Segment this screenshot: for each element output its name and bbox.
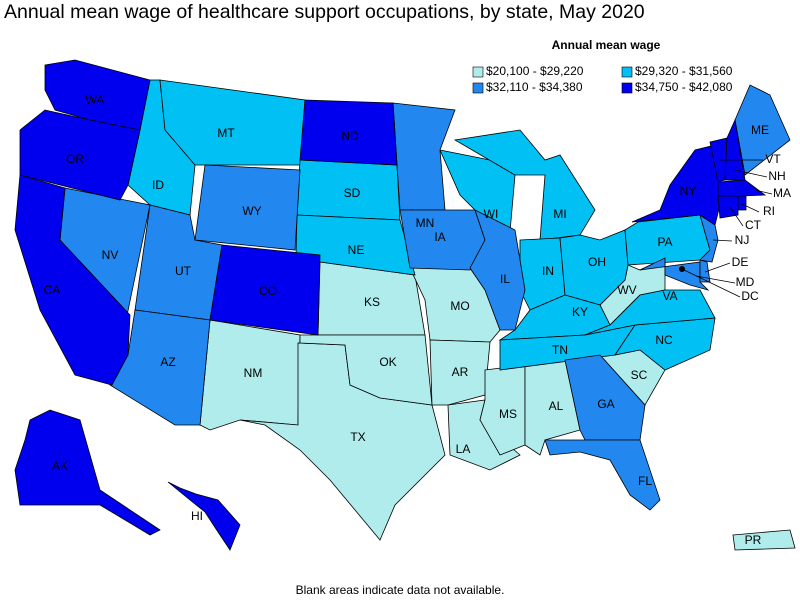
legend-swatch (621, 82, 633, 94)
state (14, 409, 161, 536)
state (299, 99, 398, 166)
state (732, 529, 796, 551)
state (299, 334, 433, 406)
leader-line (695, 275, 736, 284)
state-labels: NM TX KS OK MO AR LA MS AL SC WV PR ID MT SD NE WI MI IN OH… (44, 93, 791, 547)
state-label: FL (638, 474, 652, 488)
legend-label: $34,750 - $42,080 (635, 80, 733, 94)
state-label: CA (44, 283, 61, 297)
state-label: AZ (160, 355, 175, 369)
legend-label: $29,320 - $31,560 (635, 64, 733, 78)
state-label: NM (244, 366, 263, 380)
footnote: Blank areas indicate data not available. (296, 583, 505, 597)
state-label: NJ (735, 233, 750, 247)
state-label: MS (499, 407, 517, 421)
state-label: ND (341, 129, 359, 143)
state (737, 195, 747, 211)
state-label: MA (773, 186, 791, 200)
state (469, 209, 526, 331)
state-label: OH (588, 255, 606, 269)
state (167, 481, 241, 551)
state-label: WI (484, 207, 499, 221)
state (717, 179, 767, 197)
legend-label: $20,100 - $29,220 (486, 64, 584, 78)
state (14, 174, 131, 386)
state-label: AK (52, 459, 68, 473)
state-label: NY (680, 184, 697, 198)
state-label: NH (768, 169, 785, 183)
state-label: WA (86, 93, 105, 107)
legend-swatch (472, 66, 484, 78)
state-label: CT (745, 218, 762, 232)
state (717, 195, 739, 219)
state-label: WY (242, 204, 261, 218)
state-label: PR (745, 533, 762, 547)
state-label: OR (66, 152, 84, 166)
state-label: UT (175, 264, 192, 278)
leader-line (734, 169, 768, 178)
state-label: CO (259, 284, 277, 298)
state (295, 214, 416, 276)
state-label: NV (102, 248, 119, 262)
state-label: KY (572, 305, 588, 319)
state-label: SC (631, 368, 648, 382)
state-label: DC (741, 289, 759, 303)
leader-line (741, 203, 760, 213)
state-label: GA (597, 397, 614, 411)
legend-swatch (621, 66, 633, 78)
leader-line (681, 268, 741, 298)
state-label: MI (553, 207, 566, 221)
state (544, 439, 661, 511)
state-label: LA (456, 442, 471, 456)
state-label: HI (191, 509, 203, 523)
state-label: IN (542, 264, 554, 278)
leader-line (704, 262, 731, 273)
state-label: VA (662, 289, 677, 303)
states (14, 59, 796, 551)
state-label: OK (379, 355, 396, 369)
state (194, 164, 301, 251)
state-label: MT (217, 126, 235, 140)
state-label: KS (364, 295, 380, 309)
state (429, 339, 491, 406)
state (734, 84, 791, 176)
state-label: IA (434, 230, 445, 244)
legend-swatch (472, 82, 484, 94)
leader-line (729, 206, 744, 227)
state-label: ID (152, 178, 164, 192)
legend: $20,100 - $29,220 $29,320 - $31,560 $32,11… (472, 64, 733, 94)
state (209, 244, 321, 336)
state-label: NC (655, 333, 673, 347)
legend-title: Annual mean wage (552, 38, 661, 52)
leader-line (754, 189, 773, 195)
state-label: TX (350, 430, 365, 444)
state-label: VT (765, 152, 781, 166)
state-label: PA (657, 235, 672, 249)
state-label: WV (617, 283, 636, 297)
state-label: AR (452, 365, 469, 379)
state (631, 144, 721, 226)
state-label: IL (500, 272, 510, 286)
state-label: MO (450, 299, 469, 313)
state-label: DE (732, 255, 749, 269)
state (584, 289, 716, 336)
state-label: NE (348, 243, 365, 257)
map-title: Annual mean wage of healthcare support o… (4, 1, 645, 23)
state (453, 129, 596, 241)
leader-line (712, 239, 733, 242)
state-label: SD (344, 186, 361, 200)
state-label: RI (763, 204, 775, 218)
state (19, 109, 141, 201)
state-label: MN (416, 216, 435, 230)
state-label: ME (751, 123, 769, 137)
state (699, 259, 711, 283)
state-label: MD (736, 275, 755, 289)
state-label: AL (549, 399, 564, 413)
state-label: TN (552, 343, 568, 357)
legend-label: $32,110 - $34,380 (486, 80, 583, 94)
